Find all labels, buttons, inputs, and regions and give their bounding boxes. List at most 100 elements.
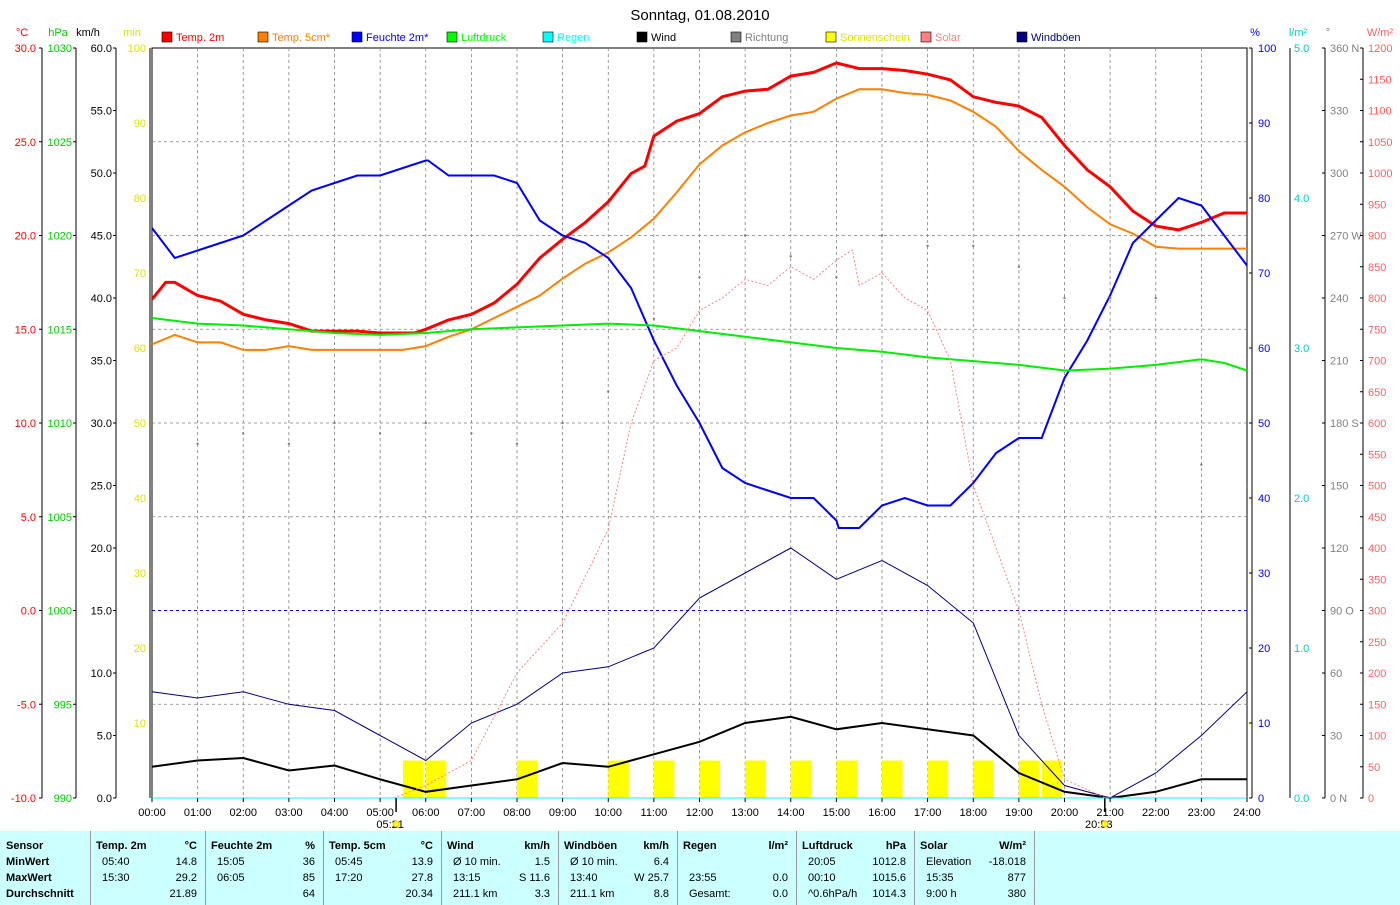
legend-label: Windböen (1031, 32, 1081, 44)
legend-swatch (1016, 31, 1028, 43)
axis-tick-label: 60 (1330, 668, 1342, 680)
axis-tick-label: 35.0 (91, 356, 112, 368)
time-tick-label: 18:00 (959, 807, 987, 819)
axis-tick-label: 300 (1368, 606, 1386, 618)
axis-tick-label: 40 (134, 493, 146, 505)
axis-tick-label: 30 (134, 568, 146, 580)
axis-tick-label: 30.0 (91, 418, 112, 430)
direction-point (698, 275, 701, 279)
direction-point (1017, 265, 1021, 268)
axis-tick-label: 150 (1330, 481, 1348, 493)
stats-cell: km/h (524, 840, 550, 852)
stats-column: Luftdruck hPa 20:05 1012.8 00:10 1015.6 ^0.6hP… (796, 831, 915, 905)
direction-point (561, 421, 564, 425)
axis-tick-label: 250 (1368, 637, 1386, 649)
stats-cell: Temp. 2m (96, 840, 147, 852)
axis-tick-label: 0 (1258, 793, 1264, 805)
sunshine-bar (402, 760, 424, 798)
series-line (151, 715, 1247, 800)
axis-tick-label: 50 (1258, 418, 1270, 430)
stats-cell: Ø 10 min. (570, 856, 618, 868)
axis-unit-label: hPa (48, 27, 68, 39)
legend-swatch (351, 31, 363, 43)
legend-swatch (730, 31, 742, 43)
direction-point (652, 317, 656, 321)
stats-cell: 23:55 (689, 872, 717, 884)
time-tick-label: 11:00 (641, 807, 668, 819)
series-line (151, 88, 1247, 351)
sunshine-bar (1018, 760, 1040, 798)
time-tick-label: 21:00 (1096, 807, 1124, 819)
axis-tick-label: 950 (1368, 199, 1386, 211)
sun-time-label: 05:21 (376, 819, 404, 831)
axis-tick-label: 400 (1368, 543, 1386, 555)
axis-tick-label: 60 (1258, 343, 1270, 355)
axis-tick-label: 1.0 (1294, 643, 1309, 655)
time-tick-label: 23:00 (1188, 807, 1216, 819)
stats-cell: 05:40 (102, 856, 130, 868)
sunshine-bar (517, 760, 538, 798)
axis-tick-label: 5.0 (1294, 43, 1309, 55)
axis-tick-label: 210 (1330, 356, 1348, 368)
stats-table: Sensor MinWert MaxWert Durchschnitt Temp. 2m… (0, 831, 1400, 905)
stats-cell: 1.5 (534, 856, 550, 868)
legend-label: Temp. 2m (176, 32, 224, 44)
stats-cell: Temp. 5cm (329, 840, 386, 852)
stats-cell: MaxWert (6, 872, 52, 884)
axis-tick-label: 750 (1368, 324, 1386, 336)
axis-tick-label: 180 S (1330, 418, 1359, 430)
legend-label: Luftdruck (461, 32, 507, 44)
grid (152, 48, 1247, 798)
direction-point (972, 244, 975, 248)
legend-label: Richtung (745, 32, 788, 44)
axis-unit-label: km/h (76, 27, 100, 39)
direction-point (196, 442, 199, 446)
stats-cell: ^0.6hPa/h (808, 888, 858, 900)
axis-tick-label: 30 (1258, 568, 1270, 580)
direction-point (1245, 484, 1249, 487)
stats-cell: hPa (885, 840, 906, 852)
stats-cell: km/h (643, 840, 669, 852)
stats-column: Solar W/m² Elevation -18.018 15:35 877 9:00 h 3… (914, 831, 1035, 905)
stats-cell: 15:30 (102, 872, 130, 884)
axis-unit-label: min (123, 27, 141, 39)
stats-cell: °C (420, 840, 433, 852)
axis-tick-label: 10 (134, 718, 146, 730)
axis-tick-label: 80 (134, 193, 146, 205)
stats-cell: 21.89 (169, 888, 197, 900)
axis-tick-label: 15.0 (91, 606, 112, 618)
stats-cell: 14.8 (175, 856, 197, 868)
axis-tick-label: 990 (54, 793, 72, 805)
time-tick-label: 04:00 (321, 807, 349, 819)
direction-point (743, 234, 747, 237)
axis-tick-label: 100 (128, 43, 146, 55)
series-line (151, 317, 1248, 372)
stats-column: Temp. 5cm °C 05:45 13.9 17:20 27.8 20.34 (323, 831, 442, 905)
series-line (151, 547, 1248, 799)
stats-cell: Gesamt: (689, 888, 731, 900)
stats-column: Feuchte 2m% 15:05 36 06:05 85 64 (205, 831, 324, 905)
stats-cell: 6.4 (653, 856, 669, 868)
stats-cell: 06:05 (217, 872, 245, 884)
stats-cell: 0.0 (772, 872, 788, 884)
sunshine-bar (882, 760, 903, 798)
axis-tick-label: 55.0 (91, 106, 112, 118)
time-tick-label: 19:00 (1005, 807, 1033, 819)
legend-label: Sonnenschein (840, 32, 910, 44)
axis-tick-label: 40.0 (91, 293, 112, 305)
axis-tick-label: 90 (1258, 118, 1270, 130)
sunshine-bar (745, 760, 766, 798)
axis-tick-label: 350 (1368, 574, 1386, 586)
axis-tick-label: 20 (1258, 643, 1270, 655)
stats-cell: Regen (683, 840, 717, 852)
stats-cell: Feuchte 2m (211, 840, 273, 852)
axis-unit-label: l/m² (1289, 27, 1308, 39)
sun-time-label: 20:53 (1085, 819, 1113, 831)
axis-tick-label: 1020 (48, 231, 72, 243)
axis-tick-label: 70 (1258, 268, 1270, 280)
axis-tick-label: 50.0 (91, 168, 112, 180)
left-axes: 30.025.020.015.010.05.00.0-5.0-10.010301… (11, 43, 151, 805)
axis-tick-label: 4.0 (1294, 193, 1309, 205)
sunshine-bar (608, 760, 629, 798)
stats-cell: 15:05 (217, 856, 245, 868)
